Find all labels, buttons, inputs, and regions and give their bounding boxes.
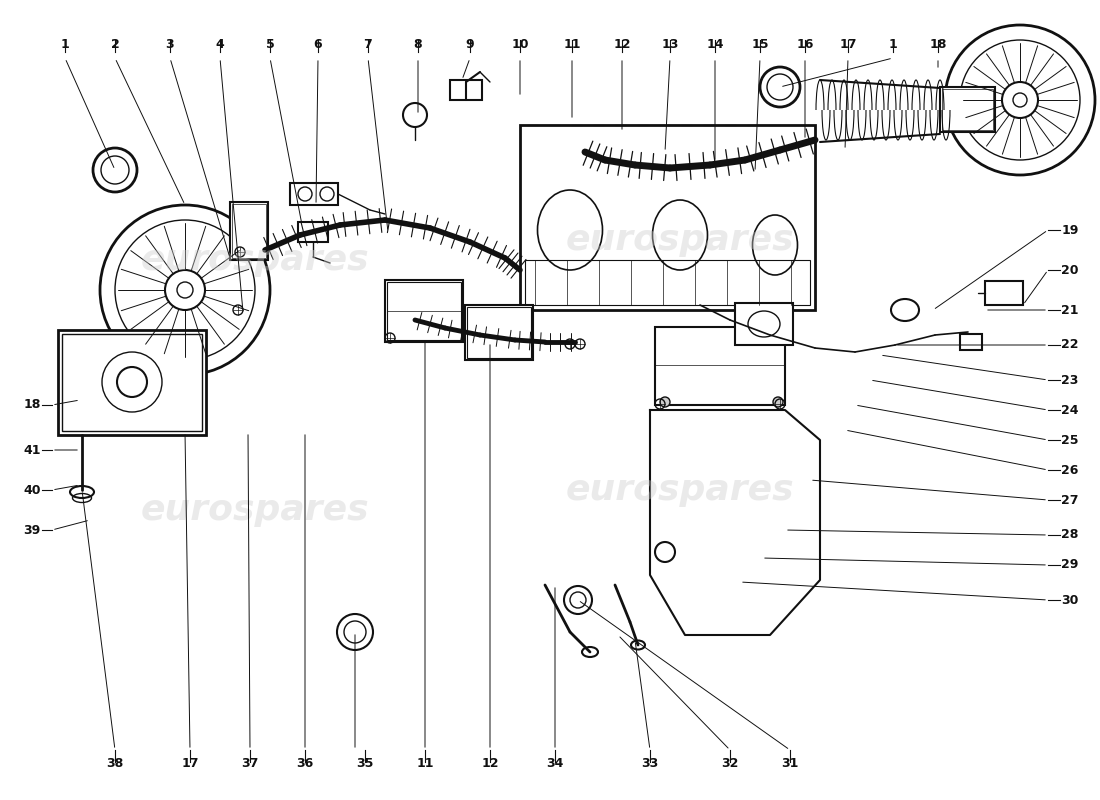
Text: 11: 11 xyxy=(563,38,581,51)
Text: 9: 9 xyxy=(465,38,474,51)
Bar xyxy=(654,327,785,405)
Text: eurospares: eurospares xyxy=(141,243,370,277)
Text: 6: 6 xyxy=(314,38,322,51)
Text: 31: 31 xyxy=(781,757,799,770)
Text: 37: 37 xyxy=(241,757,258,770)
Text: 34: 34 xyxy=(547,757,563,770)
Bar xyxy=(62,334,202,431)
Ellipse shape xyxy=(70,486,94,498)
Ellipse shape xyxy=(891,299,918,321)
Text: 28: 28 xyxy=(1062,529,1079,542)
Bar xyxy=(940,87,996,132)
Bar xyxy=(58,330,206,435)
Text: 30: 30 xyxy=(1062,594,1079,606)
Text: 27: 27 xyxy=(1062,494,1079,506)
Bar xyxy=(387,311,461,340)
Circle shape xyxy=(660,397,670,407)
Bar xyxy=(290,183,338,205)
Text: eurospares: eurospares xyxy=(565,473,794,507)
Text: 33: 33 xyxy=(641,757,659,770)
Text: 15: 15 xyxy=(751,38,769,51)
Bar xyxy=(984,281,1023,305)
Text: 3: 3 xyxy=(166,38,174,51)
Ellipse shape xyxy=(631,641,645,650)
Text: 13: 13 xyxy=(661,38,679,51)
Ellipse shape xyxy=(582,647,598,657)
Text: 18: 18 xyxy=(930,38,947,51)
Bar xyxy=(942,89,993,130)
Text: 10: 10 xyxy=(512,38,529,51)
Bar xyxy=(232,204,266,258)
Bar xyxy=(298,222,328,242)
Text: 5: 5 xyxy=(265,38,274,51)
Text: 36: 36 xyxy=(296,757,314,770)
Text: 22: 22 xyxy=(1062,338,1079,351)
Text: 39: 39 xyxy=(23,523,41,537)
Circle shape xyxy=(773,397,783,407)
Text: 7: 7 xyxy=(364,38,373,51)
Bar xyxy=(385,280,463,342)
Text: 38: 38 xyxy=(107,757,123,770)
Text: eurospares: eurospares xyxy=(565,223,794,257)
Text: 25: 25 xyxy=(1062,434,1079,446)
Bar xyxy=(450,80,482,100)
Text: 8: 8 xyxy=(414,38,422,51)
Text: 17: 17 xyxy=(839,38,857,51)
Text: 4: 4 xyxy=(216,38,224,51)
Text: 21: 21 xyxy=(1062,303,1079,317)
Bar xyxy=(387,282,461,340)
Text: 18: 18 xyxy=(23,398,41,411)
Text: 1: 1 xyxy=(60,38,69,51)
Text: 32: 32 xyxy=(722,757,739,770)
Bar xyxy=(465,305,534,360)
Text: 20: 20 xyxy=(1062,263,1079,277)
Text: 11: 11 xyxy=(416,757,433,770)
Circle shape xyxy=(117,367,147,397)
Text: 29: 29 xyxy=(1062,558,1079,571)
Text: 26: 26 xyxy=(1062,463,1079,477)
Text: 19: 19 xyxy=(1062,223,1079,237)
Bar xyxy=(230,202,268,260)
Text: 40: 40 xyxy=(23,483,41,497)
Bar xyxy=(468,307,531,358)
Bar xyxy=(525,260,810,305)
Text: 14: 14 xyxy=(706,38,724,51)
Text: 24: 24 xyxy=(1062,403,1079,417)
Text: eurospares: eurospares xyxy=(141,493,370,527)
Bar xyxy=(520,125,815,310)
Circle shape xyxy=(403,103,427,127)
Text: 12: 12 xyxy=(482,757,498,770)
Text: 41: 41 xyxy=(23,443,41,457)
Text: 1: 1 xyxy=(889,38,898,51)
Bar xyxy=(960,334,982,350)
Text: 23: 23 xyxy=(1062,374,1079,386)
Text: 2: 2 xyxy=(111,38,120,51)
Text: 12: 12 xyxy=(614,38,630,51)
Text: 35: 35 xyxy=(356,757,374,770)
Text: 16: 16 xyxy=(796,38,814,51)
Bar xyxy=(735,303,793,345)
Text: 17: 17 xyxy=(182,757,199,770)
